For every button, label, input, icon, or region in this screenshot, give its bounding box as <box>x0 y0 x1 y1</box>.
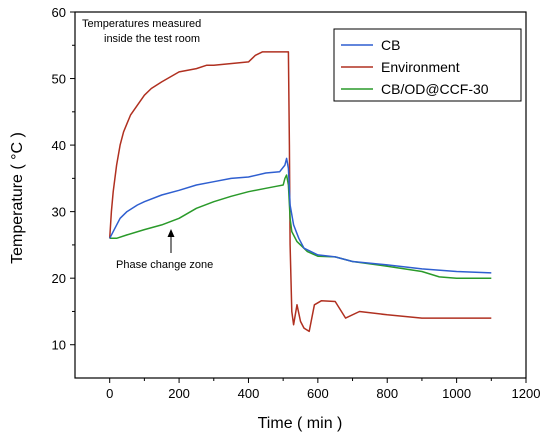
x-tick-label: 400 <box>238 386 260 401</box>
legend: CB Environment CB/OD@CCF-30 <box>333 28 522 102</box>
annotation-room-line1: Temperatures measured <box>82 18 201 30</box>
series-line-environment <box>108 51 492 333</box>
x-tick-label: 600 <box>307 386 329 401</box>
y-tick-label: 30 <box>52 205 66 220</box>
phase-change-arrow <box>167 229 175 253</box>
x-tick-label: 1000 <box>442 386 471 401</box>
series-line-cb <box>109 157 492 274</box>
y-tick-label: 40 <box>52 138 66 153</box>
legend-label-cb-od-ccf30: CB/OD@CCF-30 <box>381 81 489 97</box>
x-tick-label: 800 <box>376 386 398 401</box>
x-axis-title: Time ( min ) <box>258 415 343 432</box>
axis-ticks: 0 200 400 600 800 1000 1200 10 20 30 40 50 60 <box>52 5 541 401</box>
annotation-room-line2: inside the test room <box>104 33 200 45</box>
x-tick-label: 0 <box>106 386 113 401</box>
y-tick-label: 10 <box>52 338 66 353</box>
legend-label-cb: CB <box>381 37 400 53</box>
y-tick-label: 20 <box>52 271 66 286</box>
x-tick-label: 1200 <box>512 386 541 401</box>
annotation-phase-change: Phase change zone <box>116 259 213 271</box>
legend-label-environment: Environment <box>381 59 460 75</box>
y-tick-label: 50 <box>52 72 66 87</box>
y-tick-label: 60 <box>52 5 66 20</box>
x-tick-label: 200 <box>168 386 190 401</box>
plot-frame <box>74 11 527 379</box>
y-axis-title: Temperature ( °C ) <box>9 132 26 264</box>
series-lines <box>108 51 492 333</box>
